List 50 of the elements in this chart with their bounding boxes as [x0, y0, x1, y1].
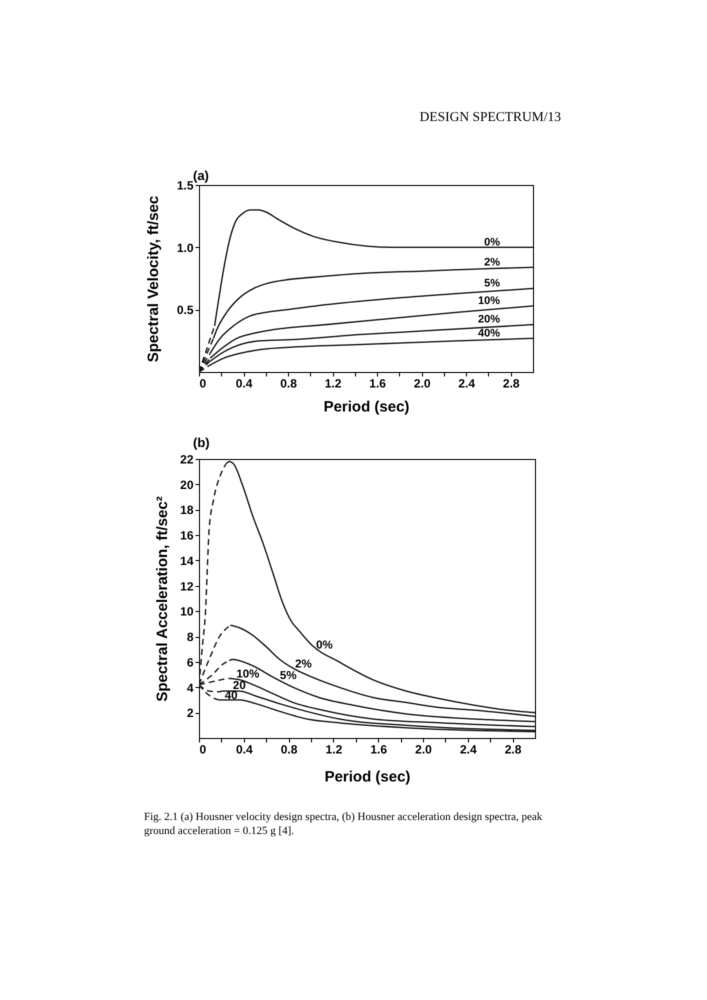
- x-axis-title: Period (sec): [324, 768, 410, 786]
- chart-title: (b): [193, 435, 210, 450]
- series-label: 20: [232, 680, 246, 692]
- series-label: 0%: [316, 639, 333, 652]
- y-tick-label: 1.5: [176, 178, 194, 192]
- series-label: 20%: [478, 314, 500, 326]
- chart-title: (a): [193, 168, 209, 183]
- series-label: 5%: [280, 670, 297, 682]
- series-label: 40: [224, 690, 238, 702]
- y-tick-label: 0.5: [176, 303, 194, 318]
- y-axis-title: Spectral Acceleration, ft/sec²: [154, 496, 172, 702]
- x-tick-label: 0.8: [280, 742, 298, 756]
- text: DESIGN SPECTRUM/13: [420, 109, 562, 124]
- y-tick-label: 16: [180, 528, 194, 543]
- x-tick-label: 1.6: [370, 742, 388, 756]
- series-label: 10%: [236, 668, 260, 681]
- x-tick-label: 0.4: [236, 376, 253, 390]
- y-tick-label: 12: [180, 579, 194, 594]
- x-tick-label: 2.8: [504, 742, 522, 756]
- y-tick-label: 20: [180, 478, 194, 492]
- x-tick-label: 2.0: [414, 376, 431, 390]
- x-tick-label: 1.2: [326, 742, 343, 756]
- series-label: 2%: [484, 256, 500, 268]
- y-tick-label: 6: [186, 655, 194, 670]
- y-tick-label: 2: [186, 706, 194, 720]
- series-label: 40%: [478, 327, 500, 340]
- x-tick-label: 2.8: [502, 376, 520, 390]
- x-tick-label: 2.4: [460, 742, 477, 756]
- x-axis-title: Period (sec): [324, 398, 410, 416]
- x-tick-label: 2.0: [415, 742, 432, 756]
- x-tick-label: 1.2: [324, 376, 342, 390]
- y-tick-label: 14: [180, 554, 194, 568]
- y-tick-label: 4: [186, 680, 194, 695]
- x-tick-label: 0.8: [280, 376, 298, 390]
- series-label: 10%: [478, 294, 500, 307]
- caption: Fig. 2.1 (a) Housner velocity design spectra, (b) Housner acceleration design spectra, peak ground acceleration = 0.125 g [4].: [144, 811, 543, 837]
- series-label: 2%: [295, 658, 312, 670]
- x-tick-label: 1.6: [369, 376, 386, 390]
- y-tick-label: 8: [186, 630, 194, 644]
- y-tick-label: 1.0: [176, 240, 194, 255]
- y-axis-title: Spectral Velocity, ft/sec: [144, 196, 162, 362]
- x-tick-label: 2.4: [458, 376, 476, 390]
- x-tick-label: 0.4: [236, 742, 253, 756]
- y-tick-label: 10: [180, 604, 194, 619]
- x-tick-label: 0: [200, 376, 206, 390]
- series-label: 0%: [484, 236, 500, 248]
- y-tick-label: 18: [180, 503, 194, 518]
- x-tick-label: 0: [200, 742, 206, 756]
- series-label: 5%: [484, 277, 500, 290]
- y-tick-label: 22: [180, 452, 194, 466]
